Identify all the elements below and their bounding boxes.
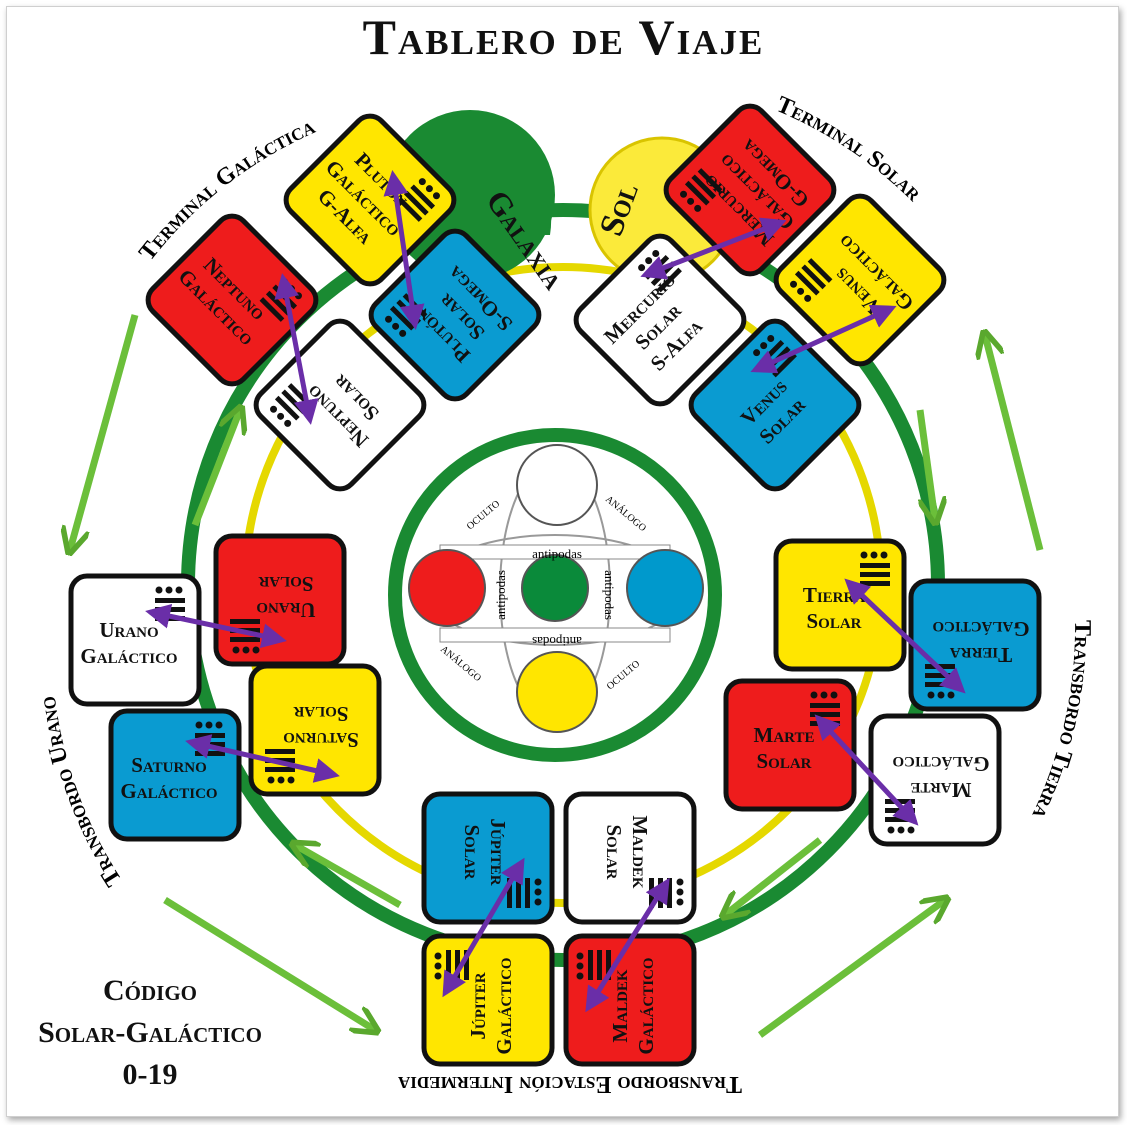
pair-arrow [585, 877, 670, 1013]
maya-number-icon [790, 258, 833, 302]
flow-arrow [191, 410, 240, 527]
tile-label: Galáctico [932, 617, 1029, 641]
pair-arrow [844, 578, 966, 694]
arrows-layer [145, 170, 966, 1013]
tile-label: Júpiter [466, 972, 490, 1039]
tile-label: Urano [99, 618, 158, 642]
page-title: Tablero de Viaje [362, 9, 765, 65]
tile-label: Galáctico [634, 957, 658, 1054]
tile-label: Marte [754, 723, 815, 747]
tile-label: Maldek [608, 969, 632, 1042]
center-emblem: antipodas antipodas antipodas antipodas … [388, 428, 722, 762]
tiles-layer: NeptunoGalácticoPlutónGalácticoG-AlfaNep… [68, 103, 1042, 1067]
antipodas-left: antipodas [493, 570, 508, 620]
tile-label: Saturno [131, 753, 207, 777]
center-left-circle [408, 549, 486, 627]
center-top-circle [516, 444, 598, 526]
tile-label: Galáctico [80, 644, 177, 668]
pair-arrow [640, 217, 787, 280]
tile-maldek-galactico: Maldek Galáctico [563, 933, 697, 1067]
flow-arrow [163, 897, 375, 1030]
tile-label: Solar [258, 572, 313, 596]
flow-arrows [70, 314, 1044, 1038]
code-line-2: Solar-Galáctico [38, 1016, 262, 1049]
flow-arrow [295, 845, 402, 909]
flow-arrow [985, 335, 1044, 551]
center-middle-circle [521, 554, 589, 622]
flow-arrow [725, 837, 823, 915]
tile-label: Saturno [283, 728, 359, 752]
tile-label: Galáctico [492, 957, 516, 1054]
pair-arrow [750, 304, 897, 374]
tile-label: Solar [460, 824, 484, 879]
tile-label: Solar [602, 824, 626, 879]
flow-arrow [757, 900, 945, 1038]
tile-label: Marte [911, 778, 972, 802]
center-right-circle [626, 549, 704, 627]
tile-label: Solar [806, 609, 861, 633]
tile-label: Júpiter [486, 818, 510, 885]
pair-arrow [145, 603, 287, 649]
maya-number-icon [680, 168, 723, 212]
code-label: Código Solar-Galáctico 0-19 [20, 970, 280, 1096]
flow-arrow [916, 409, 935, 520]
tile-label: Solar [293, 702, 348, 726]
tile-jupiter-galactico: Júpiter Galáctico [421, 933, 555, 1067]
code-line-3: 0-19 [122, 1058, 178, 1091]
pair-arrow [442, 857, 525, 998]
pair-arrow [814, 714, 919, 826]
antipodas-right: antipodas [602, 570, 617, 620]
flow-arrow [70, 314, 139, 550]
code-line-1: Código [102, 974, 197, 1007]
tile-label: Urano [256, 598, 315, 622]
pair-arrow [185, 734, 340, 783]
pair-arrow [383, 170, 425, 330]
tile-label: Galáctico [892, 752, 989, 776]
center-bottom-circle [516, 651, 598, 733]
tile-label: Galáctico [120, 779, 217, 803]
pair-arrow [274, 273, 319, 425]
label-transbordo-intermedia: Transbordo Estación Intermedia [397, 1071, 742, 1097]
antipodas-bottom: antipodas [532, 634, 582, 649]
tile-label: Solar [756, 749, 811, 773]
tile-label: Maldek [628, 815, 652, 888]
antipodas-top: antipodas [532, 546, 582, 561]
tile-label: Tierra [950, 643, 1013, 667]
